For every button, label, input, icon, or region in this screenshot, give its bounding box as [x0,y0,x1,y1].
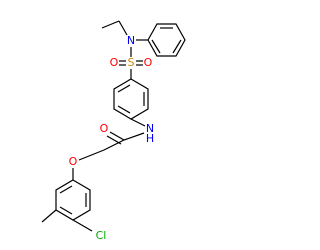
atom-label: O [100,122,109,135]
double-bond [117,84,131,93]
double-bond [117,105,131,114]
benzene-ring [113,78,149,120]
atom-labels: N S O O N H O O Cl [69,34,154,242]
molecule-diagram: N S O O N H O O Cl [41,20,186,242]
bond [130,118,146,127]
double-bond [151,39,161,54]
double-bond [172,39,182,54]
bond [103,139,125,151]
benzene-ring [55,179,91,221]
atom-label: O [69,155,78,168]
bond [78,149,105,161]
atom-label: H [146,132,154,145]
bond [41,209,57,223]
atom-label: N [127,34,135,47]
atom-label: O [110,56,119,69]
double-bond [59,185,73,194]
bond [123,132,145,141]
bond [101,20,120,29]
phenyl-ring [147,23,186,57]
atom-label: Cl [96,229,107,242]
atom-label: N [146,122,154,135]
bond [118,20,128,36]
atom-label: O [144,56,153,69]
bond [72,219,93,232]
double-bond [59,206,73,215]
double-bond [109,131,125,141]
atom-label: S [128,56,135,69]
bonds [41,20,186,232]
